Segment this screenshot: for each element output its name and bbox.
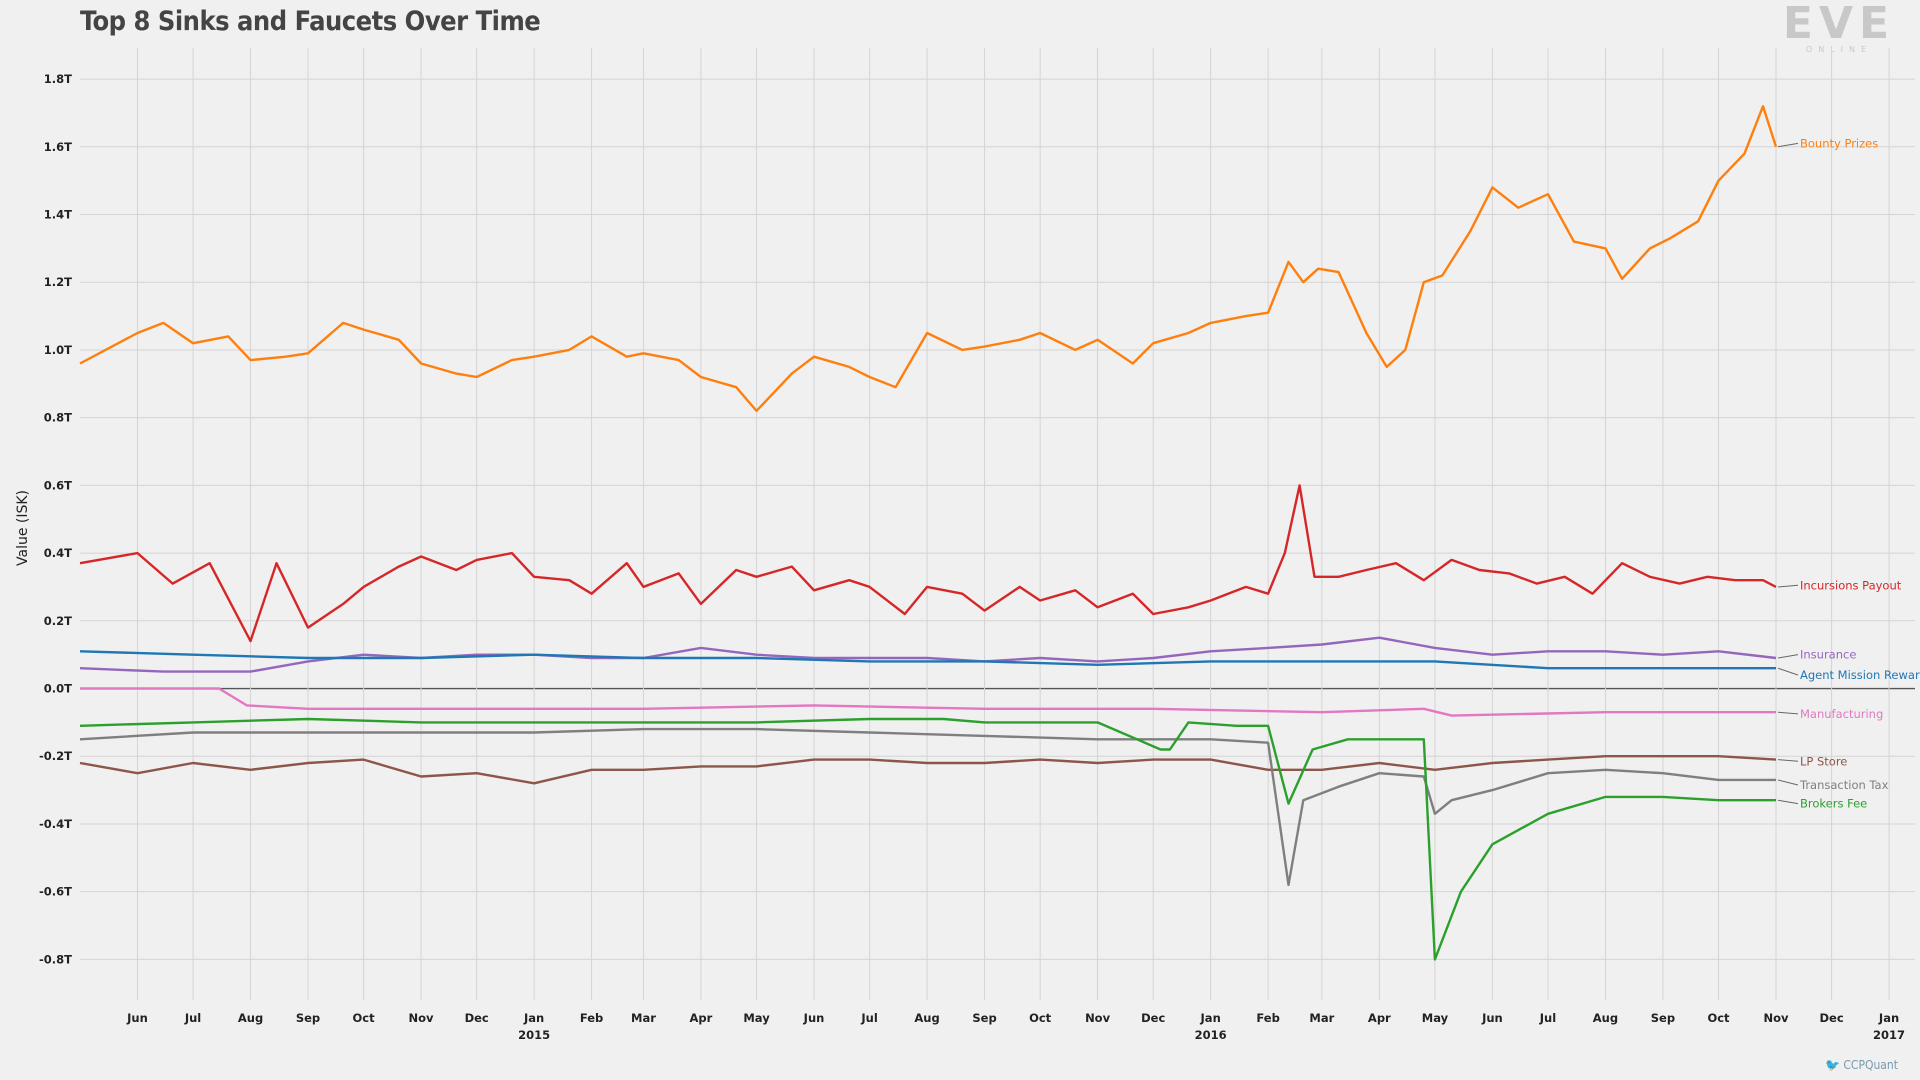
x-tick-label: Jan: [1878, 1011, 1899, 1025]
series-line-lp-store: [79, 755, 1777, 785]
x-tick-label: Jul: [860, 1011, 877, 1025]
twitter-credit[interactable]: 🐦 CCPQuant: [1825, 1058, 1898, 1072]
y-tick-label: 1.6T: [44, 140, 72, 154]
y-tick-label: 0.4T: [44, 546, 72, 560]
y-tick-label: -0.6T: [39, 885, 72, 899]
x-tick-label: Jun: [803, 1011, 825, 1025]
credit-handle: CCPQuant: [1843, 1058, 1898, 1072]
x-tick-label: Sep: [972, 1011, 996, 1025]
x-tick-label: Feb: [1256, 1011, 1279, 1025]
y-tick-label: 0.6T: [44, 478, 72, 492]
x-tick-label: May: [743, 1011, 770, 1025]
x-tick-label: Jun: [126, 1011, 148, 1025]
x-tick-label: Apr: [690, 1011, 713, 1025]
series-line-brokers-fee: [79, 717, 1776, 961]
y-tick-label: 0.0T: [44, 682, 72, 696]
x-tick-year-label: 2016: [1195, 1028, 1227, 1042]
y-tick-label: 0.2T: [44, 614, 72, 628]
x-tick-label: Apr: [1368, 1011, 1391, 1025]
y-tick-label: 1.8T: [44, 72, 72, 86]
grid-lines: [80, 48, 1915, 1000]
y-tick-label: 1.4T: [44, 208, 72, 222]
logo-mark: EVE: [1782, 0, 1896, 49]
y-tick-label: -0.2T: [39, 749, 72, 763]
series-label-agent-mission-rewards: Agent Mission Rewards: [1800, 668, 1920, 682]
y-axis: 1.8T 1.6T 1.4T 1.2T 1.0T 0.8T 0.6T 0.4T 0.2T 0.0T…: [39, 72, 72, 966]
x-tick-label: Feb: [580, 1011, 603, 1025]
x-tick-label: Dec: [1820, 1011, 1844, 1025]
y-tick-label: -0.8T: [39, 952, 72, 966]
series-line-bounty-prizes: [79, 105, 1778, 413]
x-tick-label: May: [1422, 1011, 1449, 1025]
x-tick-label: Dec: [1141, 1011, 1165, 1025]
x-tick-label: Jun: [1481, 1011, 1503, 1025]
x-tick-label: Mar: [1309, 1011, 1334, 1025]
series-label-leader: [1777, 667, 1799, 676]
x-tick-label: Oct: [1707, 1011, 1730, 1025]
series-label-insurance: Insurance: [1800, 648, 1856, 662]
series-line-incursions-payout: [79, 484, 1777, 643]
series-label-leader: [1777, 759, 1799, 762]
series-label-leader: [1777, 654, 1799, 659]
y-axis-label: Value (ISK): [15, 490, 31, 566]
x-tick-label: Jan: [1200, 1011, 1221, 1025]
series-label-leader: [1777, 779, 1799, 786]
series-line-manufacturing: [80, 687, 1776, 717]
x-tick-label: Nov: [409, 1011, 435, 1025]
x-tick-label: Sep: [296, 1011, 320, 1025]
twitter-bird-icon: 🐦: [1825, 1058, 1841, 1072]
x-tick-label: Jan: [523, 1011, 544, 1025]
x-tick-label: Jul: [1539, 1011, 1556, 1025]
x-axis: Jun Jul Aug Sep Oct Nov Dec Jan 2015 Feb Mar Apr May…: [126, 1011, 1905, 1042]
series-labels: Bounty Prizes Incursions Payout Insurance A…: [1777, 136, 1920, 811]
series-label-lp-store: LP Store: [1800, 754, 1847, 768]
y-tick-label: -0.4T: [39, 817, 72, 831]
series-label-incursions-payout: Incursions Payout: [1800, 578, 1902, 592]
series-label-leader: [1777, 799, 1799, 805]
x-tick-label: Jul: [184, 1011, 201, 1025]
series-label-bounty-prizes: Bounty Prizes: [1800, 136, 1878, 150]
series-label-leader: [1777, 584, 1799, 588]
series-label-manufacturing: Manufacturing: [1800, 707, 1883, 721]
x-tick-label: Nov: [1763, 1011, 1789, 1025]
series-group: [79, 105, 1778, 961]
x-tick-label: Aug: [1593, 1011, 1618, 1025]
x-tick-label: Nov: [1085, 1011, 1111, 1025]
series-line-transaction-tax: [79, 727, 1776, 887]
y-tick-label: 1.2T: [44, 275, 72, 289]
x-tick-year-label: 2015: [518, 1028, 550, 1042]
series-label-leader: [1777, 711, 1799, 715]
series-label-leader: [1777, 142, 1799, 148]
chart-title: Top 8 Sinks and Faucets Over Time: [80, 6, 541, 37]
y-tick-label: 0.8T: [44, 411, 72, 425]
x-tick-label: Mar: [631, 1011, 656, 1025]
x-tick-label: Sep: [1651, 1011, 1675, 1025]
series-label-brokers-fee: Brokers Fee: [1800, 797, 1867, 811]
logo-subtitle: ONLINE: [1805, 45, 1873, 54]
eve-online-logo: EVE ONLINE: [1780, 0, 1898, 55]
x-tick-label: Aug: [238, 1011, 263, 1025]
x-tick-label: Dec: [465, 1011, 489, 1025]
x-tick-year-label: 2017: [1873, 1028, 1905, 1042]
x-tick-label: Oct: [1029, 1011, 1052, 1025]
x-tick-label: Oct: [353, 1011, 376, 1025]
y-tick-label: 1.0T: [44, 343, 72, 357]
x-tick-label: Aug: [914, 1011, 939, 1025]
series-line-agent-mission-rewards: [79, 650, 1776, 670]
series-label-transaction-tax: Transaction Tax: [1799, 778, 1889, 792]
